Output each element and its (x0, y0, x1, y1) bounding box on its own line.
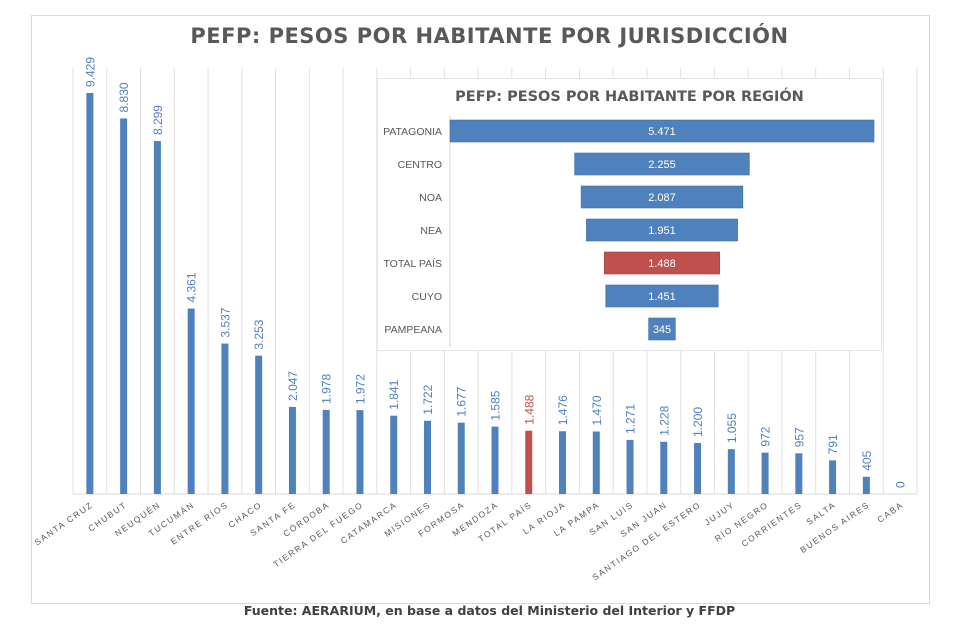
bar (761, 452, 769, 494)
data-label: 1.722 (421, 384, 435, 414)
data-label: 1.978 (320, 374, 334, 404)
region-bar-label: 1.451 (648, 291, 676, 303)
data-label: 1.972 (353, 374, 367, 404)
bar (322, 409, 330, 494)
region-bar-label: 1.488 (648, 258, 676, 270)
bar (120, 118, 128, 495)
data-label: 1.271 (624, 404, 638, 434)
bar (491, 426, 499, 494)
region-funnel-chart: 5.471 PATAGONIA 2.255 CENTRO 2.087 NOA 1.951 NE… (383, 115, 875, 347)
bar (390, 415, 398, 494)
bar (86, 93, 94, 494)
region-bar (648, 317, 676, 341)
data-label: 1.228 (657, 405, 671, 435)
data-label: 405 (860, 450, 874, 470)
region-category-label: PAMPEANA (384, 324, 442, 336)
data-label: 3.537 (218, 307, 232, 337)
region-category-label: CUYO (412, 291, 442, 303)
region-bar-label: 5.471 (648, 126, 676, 138)
region-bar (586, 218, 738, 242)
data-label: 4.361 (185, 272, 199, 302)
bar (592, 431, 600, 494)
region-category-label: NOA (419, 192, 442, 204)
data-label: 1.585 (489, 390, 503, 420)
region-bar-label: 2.087 (648, 192, 676, 204)
data-label: 8.299 (151, 105, 165, 135)
bar (187, 308, 195, 494)
x-tick-label: CATAMARCA (339, 499, 399, 545)
region-bar (580, 185, 744, 209)
main-chart-title: PEFP: PESOS POR HABITANTE POR JURISDICCI… (190, 24, 789, 48)
data-label: 1.488 (522, 394, 536, 424)
data-label: 8.830 (117, 82, 131, 112)
x-tick-label: ENTRE RÍOS (169, 499, 230, 546)
region-category-label: CENTRO (398, 159, 442, 171)
x-tick-label: SANTA CRUZ (33, 499, 95, 547)
bar (457, 422, 465, 494)
bar (829, 460, 837, 494)
inset-chart-title: PEFP: PESOS POR HABITANTE POR REGIÓN (455, 89, 804, 105)
bar (795, 453, 803, 494)
data-label: 957 (792, 427, 806, 447)
data-label: 1.841 (387, 379, 401, 409)
region-bar-label: 345 (653, 324, 671, 336)
bar (660, 441, 668, 494)
region-bar-label: 1.951 (648, 225, 676, 237)
x-tick-label: CABA (875, 499, 905, 524)
data-label: 1.476 (556, 395, 570, 425)
data-label: 0 (894, 481, 908, 488)
x-tick-label: CORRIENTES (739, 499, 803, 548)
region-bar (449, 119, 875, 143)
data-label: 1.055 (725, 413, 739, 443)
region-bar (605, 284, 719, 308)
region-bar-label: 2.255 (648, 159, 676, 171)
data-label: 1.470 (590, 395, 604, 425)
data-label: 3.253 (252, 319, 266, 349)
source-note: Fuente: AERARIUM, en base a datos del Mi… (243, 603, 736, 618)
region-bar (604, 251, 720, 275)
bar (559, 431, 567, 494)
data-label: 2.047 (286, 371, 300, 401)
bar (255, 355, 263, 494)
data-label: 972 (759, 426, 773, 446)
data-label: 9.429 (83, 57, 97, 87)
bar (626, 439, 634, 494)
bar (153, 141, 161, 494)
data-label: 1.200 (691, 407, 705, 437)
bar (525, 430, 533, 494)
data-label: 1.677 (455, 386, 469, 416)
bar (862, 476, 870, 494)
bar (356, 410, 364, 494)
region-category-label: TOTAL PAÍS (383, 257, 442, 270)
region-inset-panel: PEFP: PESOS POR HABITANTE POR REGIÓN 5.4… (377, 78, 882, 351)
bar (694, 442, 702, 494)
region-bar (574, 152, 750, 176)
bar (221, 343, 229, 494)
data-label: 791 (826, 434, 840, 454)
region-category-label: NEA (420, 225, 442, 237)
bar (423, 420, 431, 494)
bar (288, 406, 296, 494)
bar (727, 449, 735, 494)
region-category-label: PATAGONIA (383, 126, 442, 138)
